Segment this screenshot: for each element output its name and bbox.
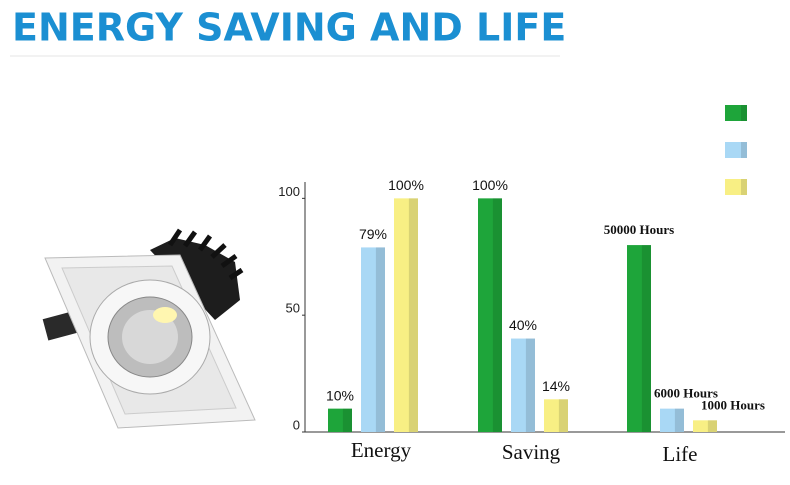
bar-shade bbox=[492, 198, 502, 432]
value-label: 40% bbox=[509, 317, 537, 333]
bar-annotation: 6000 Hours bbox=[654, 386, 718, 401]
bar bbox=[544, 399, 568, 432]
bar-shade bbox=[375, 247, 385, 432]
bar-shade bbox=[342, 408, 352, 432]
bar bbox=[328, 408, 352, 432]
bar bbox=[627, 245, 651, 432]
legend-swatch-shade bbox=[741, 142, 747, 158]
y-tick-label: 100 bbox=[278, 184, 300, 199]
x-tick-label: Saving bbox=[502, 440, 561, 464]
bar bbox=[361, 247, 385, 432]
bar-shade bbox=[408, 198, 418, 432]
bar bbox=[478, 198, 502, 432]
y-tick-label: 50 bbox=[286, 301, 300, 316]
value-label: 79% bbox=[359, 226, 387, 242]
product-image bbox=[42, 228, 256, 429]
bar bbox=[660, 408, 684, 432]
value-label: 100% bbox=[472, 177, 508, 193]
value-label: 100% bbox=[388, 177, 424, 193]
bar bbox=[511, 338, 535, 432]
bar bbox=[394, 198, 418, 432]
value-label: 10% bbox=[326, 387, 354, 403]
legend-swatch-shade bbox=[741, 179, 747, 195]
legend-swatch bbox=[725, 105, 747, 121]
bar-shade bbox=[674, 408, 684, 432]
legend-swatch bbox=[725, 179, 747, 195]
y-tick-label: 0 bbox=[293, 417, 300, 432]
legend-swatch bbox=[725, 142, 747, 158]
bar-annotation: 50000 Hours bbox=[604, 222, 674, 237]
bar-annotation: 1000 Hours bbox=[701, 397, 765, 412]
bar bbox=[693, 420, 717, 432]
x-tick-label: Energy bbox=[351, 438, 412, 462]
x-tick-label: Life bbox=[663, 442, 698, 466]
bar-shade bbox=[707, 420, 717, 432]
value-label: 14% bbox=[542, 378, 570, 394]
chart-title: ENERGY SAVING AND LIFE bbox=[12, 6, 566, 50]
bar-shade bbox=[641, 245, 651, 432]
bar-shade bbox=[525, 338, 535, 432]
bar-shade bbox=[558, 399, 568, 432]
legend-swatch-shade bbox=[741, 105, 747, 121]
